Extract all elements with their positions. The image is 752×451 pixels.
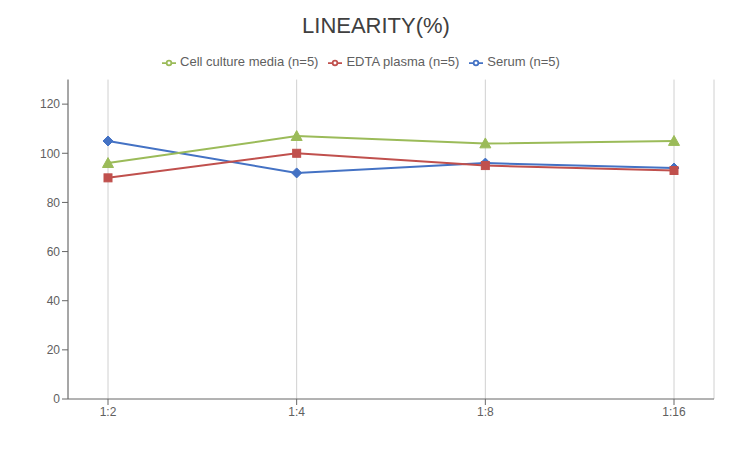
svg-text:60: 60 <box>47 245 61 259</box>
svg-text:120: 120 <box>40 97 60 111</box>
html-text:LINEARITY(%): LINEARITY(%) <box>302 13 450 38</box>
html-text:Serum (n=5): Serum (n=5) <box>487 54 560 69</box>
svg-text:0: 0 <box>53 392 60 406</box>
svg-text:80: 80 <box>47 196 61 210</box>
html-text:Cell culture media (n=5): Cell culture media (n=5) <box>180 54 319 69</box>
svg-text:1:4: 1:4 <box>288 405 305 419</box>
svg-text:20: 20 <box>47 343 61 357</box>
svg-text:1:16: 1:16 <box>662 405 686 419</box>
svg-text:1:2: 1:2 <box>100 405 117 419</box>
svg-text:40: 40 <box>47 294 61 308</box>
html-text:EDTA plasma (n=5): EDTA plasma (n=5) <box>346 54 460 69</box>
svg-text:1:8: 1:8 <box>477 405 494 419</box>
svg-text:100: 100 <box>40 147 60 161</box>
